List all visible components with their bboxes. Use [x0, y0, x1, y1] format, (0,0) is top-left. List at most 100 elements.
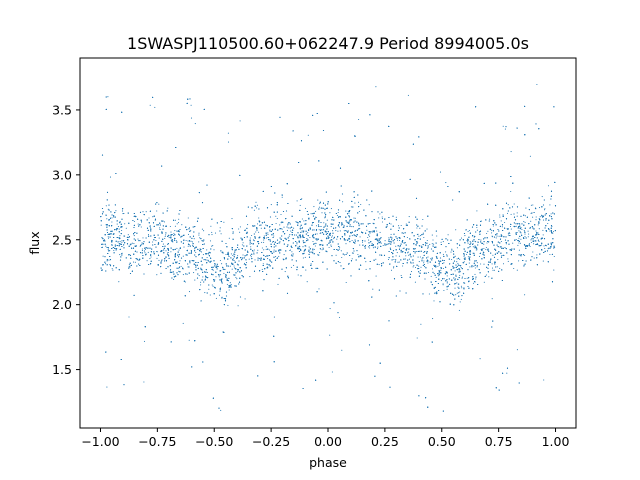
- data-point: [358, 210, 360, 213]
- data-point: [430, 258, 432, 260]
- data-point: [147, 233, 150, 236]
- data-point: [446, 275, 448, 277]
- data-point: [194, 279, 196, 281]
- data-point: [319, 252, 321, 254]
- data-point: [275, 215, 277, 217]
- data-point: [542, 219, 545, 221]
- data-point: [261, 241, 263, 243]
- data-point: [536, 237, 538, 239]
- data-point: [422, 232, 424, 234]
- data-point: [119, 241, 121, 243]
- data-point: [283, 254, 285, 256]
- data-point: [442, 253, 444, 255]
- data-point: [445, 251, 447, 253]
- data-point: [220, 233, 222, 235]
- data-point: [239, 120, 241, 122]
- data-point: [518, 230, 520, 232]
- data-point: [203, 259, 205, 261]
- data-point: [460, 298, 462, 300]
- data-point: [543, 379, 545, 381]
- data-point: [239, 231, 241, 233]
- data-point: [516, 269, 518, 271]
- data-point: [486, 242, 488, 244]
- data-point: [395, 216, 397, 218]
- data-point: [350, 206, 352, 208]
- data-point: [536, 83, 538, 86]
- data-point: [119, 254, 121, 256]
- data-point: [107, 208, 109, 210]
- data-point: [492, 269, 494, 271]
- data-point: [457, 286, 459, 288]
- data-point: [128, 264, 130, 266]
- data-point: [233, 267, 236, 269]
- data-point: [330, 208, 332, 210]
- data-point: [458, 309, 460, 311]
- data-point: [201, 228, 203, 230]
- data-point: [333, 238, 335, 240]
- data-point: [460, 285, 462, 287]
- data-point: [472, 282, 475, 284]
- data-point: [475, 241, 477, 243]
- data-point: [493, 269, 495, 271]
- data-point: [251, 234, 253, 237]
- data-point: [119, 235, 121, 237]
- data-point: [418, 235, 420, 237]
- data-point: [278, 255, 280, 257]
- data-point: [164, 235, 166, 237]
- data-point: [408, 254, 410, 256]
- data-point: [341, 349, 343, 351]
- data-point: [315, 230, 317, 232]
- data-point: [248, 258, 250, 260]
- data-point: [299, 226, 301, 228]
- data-point: [321, 212, 323, 214]
- data-point: [483, 247, 485, 250]
- data-point: [315, 210, 317, 212]
- data-point: [516, 215, 518, 217]
- data-point: [198, 232, 200, 234]
- data-point: [321, 229, 323, 231]
- data-point: [466, 240, 468, 242]
- data-point: [239, 226, 241, 228]
- data-point: [518, 237, 520, 239]
- data-point: [455, 229, 457, 231]
- data-point: [208, 288, 210, 290]
- data-point: [422, 233, 424, 235]
- data-point: [280, 213, 282, 216]
- data-point: [389, 247, 391, 249]
- data-point: [440, 241, 442, 243]
- data-point: [455, 282, 457, 285]
- data-point: [404, 258, 407, 260]
- data-point: [423, 251, 425, 253]
- data-point: [354, 240, 356, 243]
- data-point: [114, 245, 116, 247]
- data-point: [145, 211, 147, 213]
- data-point: [322, 248, 325, 250]
- data-point: [279, 241, 281, 243]
- data-point: [524, 254, 526, 256]
- data-point: [428, 293, 430, 295]
- data-point: [529, 245, 531, 248]
- data-point: [423, 260, 425, 262]
- data-point: [170, 231, 172, 233]
- data-point: [189, 262, 191, 264]
- data-point: [532, 251, 534, 253]
- data-point: [390, 223, 392, 225]
- data-point: [455, 278, 457, 280]
- data-point: [375, 258, 377, 260]
- data-point: [351, 235, 353, 237]
- data-point: [198, 234, 200, 236]
- data-point: [375, 275, 377, 277]
- data-point: [159, 227, 161, 229]
- data-point: [314, 216, 316, 218]
- data-point: [117, 226, 119, 228]
- data-point: [378, 240, 380, 242]
- data-point: [440, 280, 442, 282]
- data-point: [319, 203, 321, 205]
- data-point: [518, 242, 520, 244]
- data-point: [313, 248, 315, 250]
- data-point: [170, 251, 172, 253]
- data-point: [315, 225, 318, 227]
- data-point: [302, 235, 304, 237]
- data-point: [491, 267, 494, 269]
- data-point: [419, 227, 421, 229]
